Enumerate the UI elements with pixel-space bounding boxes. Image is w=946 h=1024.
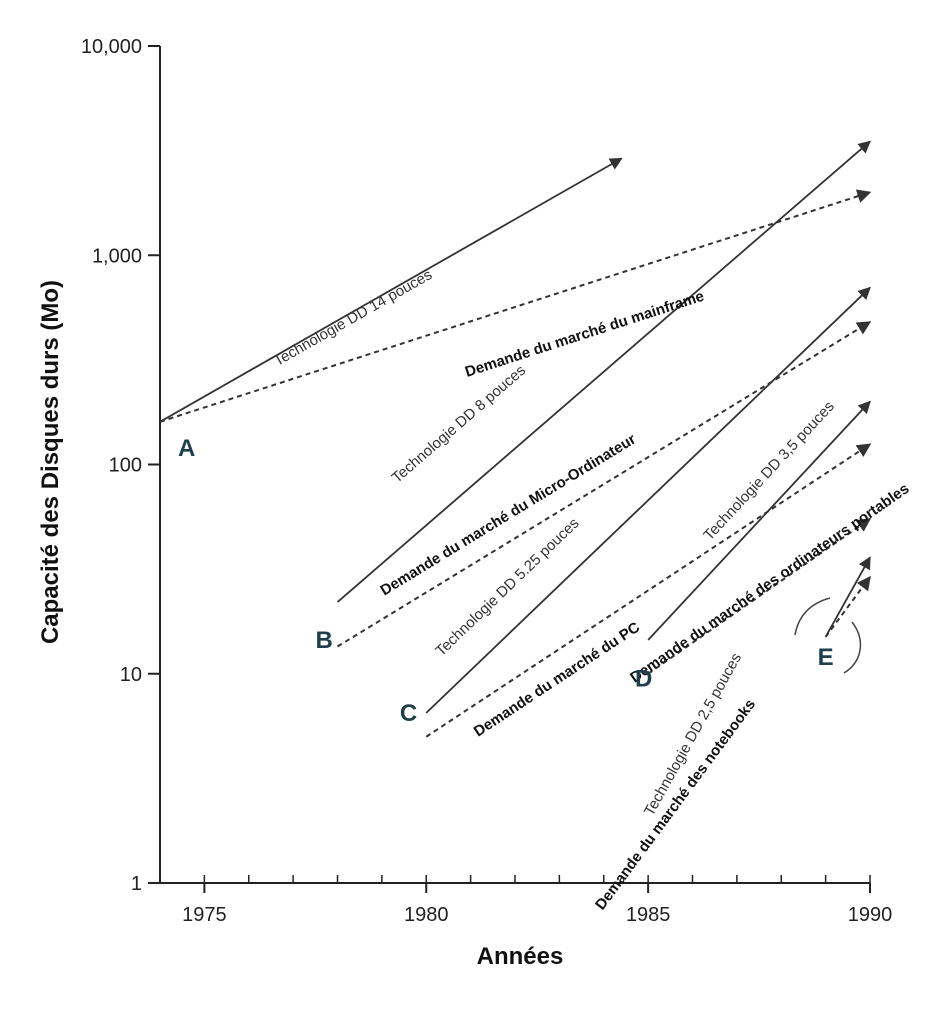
series-line xyxy=(647,400,871,641)
x-ticks: 1975 1980 1985 1990 xyxy=(182,883,892,926)
y-tick-label: 100 xyxy=(109,455,142,477)
x-tick-label: 1980 xyxy=(404,904,449,926)
point-label: C xyxy=(400,700,417,727)
series-label: Technologie DD 8 pouces xyxy=(389,362,529,487)
bracket-left-arc xyxy=(794,597,831,636)
series-line xyxy=(647,518,872,675)
series-line xyxy=(159,189,872,423)
x-tick-label: 1990 xyxy=(848,904,893,926)
series-label: Demande du marché du PC xyxy=(471,619,643,741)
minor-ticks xyxy=(159,875,871,883)
series-line xyxy=(159,157,623,423)
x-axis-title: Années xyxy=(477,943,564,970)
series-label: Demande du marché du mainframe xyxy=(463,288,706,381)
y-tick-label: 1 xyxy=(131,873,142,895)
x-tick-label: 1985 xyxy=(626,904,671,926)
point-labels: A B C D E xyxy=(178,435,834,727)
bracket-right-arc xyxy=(843,621,862,674)
series-label: Demande du marché des ordinateurs portab… xyxy=(627,480,912,686)
y-tick-label: 1,000 xyxy=(92,245,142,267)
point-label: B xyxy=(316,627,333,654)
series-lines xyxy=(159,140,872,738)
series-label: Demande du marché des notebooks xyxy=(592,696,759,913)
segment-e-bracket xyxy=(794,597,862,674)
series-labels: Technologie DD 14 pouces Demande du march… xyxy=(271,266,912,913)
series-line xyxy=(425,443,872,738)
series-label: Technologie DD 3,5 pouces xyxy=(700,398,837,544)
x-tick-label: 1975 xyxy=(182,904,227,926)
y-tick-label: 10 xyxy=(120,664,142,686)
series-label: Technologie DD 14 pouces xyxy=(271,266,435,370)
series-line xyxy=(336,321,872,648)
series-line xyxy=(425,286,871,714)
series-line xyxy=(824,575,871,638)
point-label: D xyxy=(635,665,652,692)
series-line xyxy=(824,556,871,638)
series-line xyxy=(336,140,871,603)
point-label: A xyxy=(178,435,195,462)
point-label: E xyxy=(818,644,834,671)
y-axis-title: Capacité des Disques durs (Mo) xyxy=(37,280,64,644)
y-tick-label: 10,000 xyxy=(81,36,142,58)
y-ticks: 1 10 100 1,000 10,000 xyxy=(81,36,160,895)
